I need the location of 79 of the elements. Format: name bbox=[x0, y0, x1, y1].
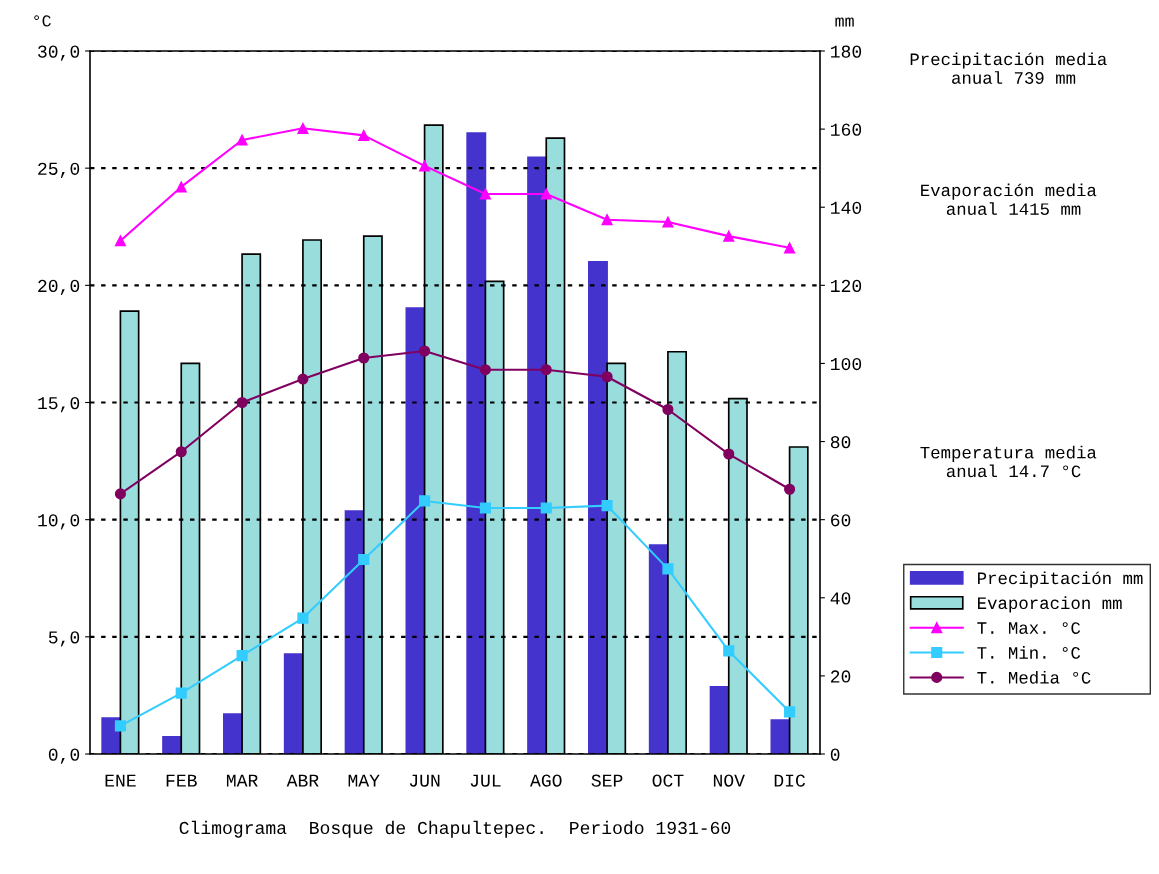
text: Precipitación media anual 739 mm bbox=[910, 52, 1107, 84]
point bbox=[175, 687, 187, 699]
legend-label: T. Min. °C bbox=[977, 646, 1081, 659]
x-tick-label: AGO bbox=[530, 774, 562, 787]
x-tick-label: FEB bbox=[166, 774, 197, 787]
legend-label: Evaporacion mm bbox=[978, 596, 1122, 613]
y2-axis-title: mm bbox=[835, 17, 854, 27]
legend-label: Precipitación mm bbox=[978, 571, 1143, 588]
point bbox=[236, 134, 248, 146]
point bbox=[723, 645, 735, 657]
legend-label: T. Max. °C bbox=[977, 622, 1081, 634]
point bbox=[297, 373, 309, 385]
point bbox=[358, 352, 370, 364]
x-tick-label: NOV bbox=[713, 774, 745, 787]
y2-tick-label: 0 bbox=[830, 748, 840, 761]
point bbox=[662, 403, 674, 416]
y-tick-label: 15,0 bbox=[38, 396, 80, 413]
point bbox=[175, 446, 187, 458]
point bbox=[723, 230, 735, 242]
point bbox=[540, 502, 552, 514]
point bbox=[784, 706, 796, 718]
y-axis-title: °C bbox=[34, 15, 51, 27]
point bbox=[540, 188, 552, 200]
y2-tick-label: 180 bbox=[831, 45, 862, 58]
x-tick-label: JUL bbox=[470, 774, 501, 787]
y2-tick-label: 100 bbox=[831, 357, 862, 371]
point bbox=[175, 181, 187, 193]
x-tick-label: DIC bbox=[774, 774, 806, 787]
point bbox=[662, 563, 674, 575]
point bbox=[784, 483, 796, 495]
point bbox=[114, 720, 126, 732]
point bbox=[784, 242, 796, 254]
x-axis-title: Climograma Bosque de Chapultepec. Periodo 1931-60 bbox=[179, 820, 731, 838]
bar bbox=[587, 261, 608, 754]
x-tick-label: MAY bbox=[348, 774, 380, 787]
point bbox=[419, 160, 431, 172]
text: Temperatura media anual 14.7 °C bbox=[920, 445, 1097, 478]
point bbox=[358, 553, 370, 566]
point bbox=[723, 448, 735, 460]
x-tick-label: SEP bbox=[591, 774, 623, 787]
x-tick-label: MAR bbox=[226, 774, 258, 787]
x-tick-label: ENE bbox=[105, 774, 136, 787]
y-tick-label: 5,0 bbox=[48, 631, 80, 647]
point bbox=[236, 650, 248, 662]
bar bbox=[466, 132, 487, 754]
point bbox=[114, 488, 126, 500]
x-tick-label: JUN bbox=[409, 774, 440, 787]
point bbox=[358, 129, 370, 141]
point bbox=[601, 214, 613, 226]
point bbox=[479, 502, 491, 514]
y2-tick-label: 140 bbox=[831, 201, 862, 214]
point bbox=[662, 216, 674, 228]
y2-tick-label: 40 bbox=[830, 592, 851, 605]
y-tick-label: 25,0 bbox=[38, 162, 80, 178]
point bbox=[419, 495, 431, 507]
bar bbox=[283, 653, 304, 754]
y2-tick-label: 160 bbox=[831, 123, 862, 136]
point bbox=[601, 371, 613, 383]
point bbox=[479, 364, 491, 376]
y2-tick-label: 120 bbox=[831, 279, 862, 293]
y2-tick-label: 80 bbox=[830, 436, 851, 449]
y2-tick-label: 60 bbox=[831, 514, 851, 527]
x-tick-label: ABR bbox=[286, 774, 319, 787]
text: Evaporación media anual 1415 mm bbox=[921, 183, 1097, 215]
point bbox=[479, 188, 491, 200]
y-tick-label: 20,0 bbox=[38, 279, 80, 296]
point bbox=[419, 345, 431, 357]
y2-tick-label: 20 bbox=[830, 670, 851, 683]
point bbox=[540, 364, 552, 376]
point bbox=[601, 500, 613, 512]
legend-label: T. Media °C bbox=[977, 670, 1091, 684]
x-tick-label: OCT bbox=[652, 774, 684, 787]
y-tick-label: 30,0 bbox=[38, 45, 80, 61]
y-tick-label: 0,0 bbox=[48, 748, 80, 764]
point bbox=[297, 612, 309, 624]
point bbox=[114, 235, 126, 247]
point bbox=[236, 396, 248, 409]
point bbox=[297, 122, 309, 134]
y-tick-label: 10,0 bbox=[38, 514, 80, 530]
